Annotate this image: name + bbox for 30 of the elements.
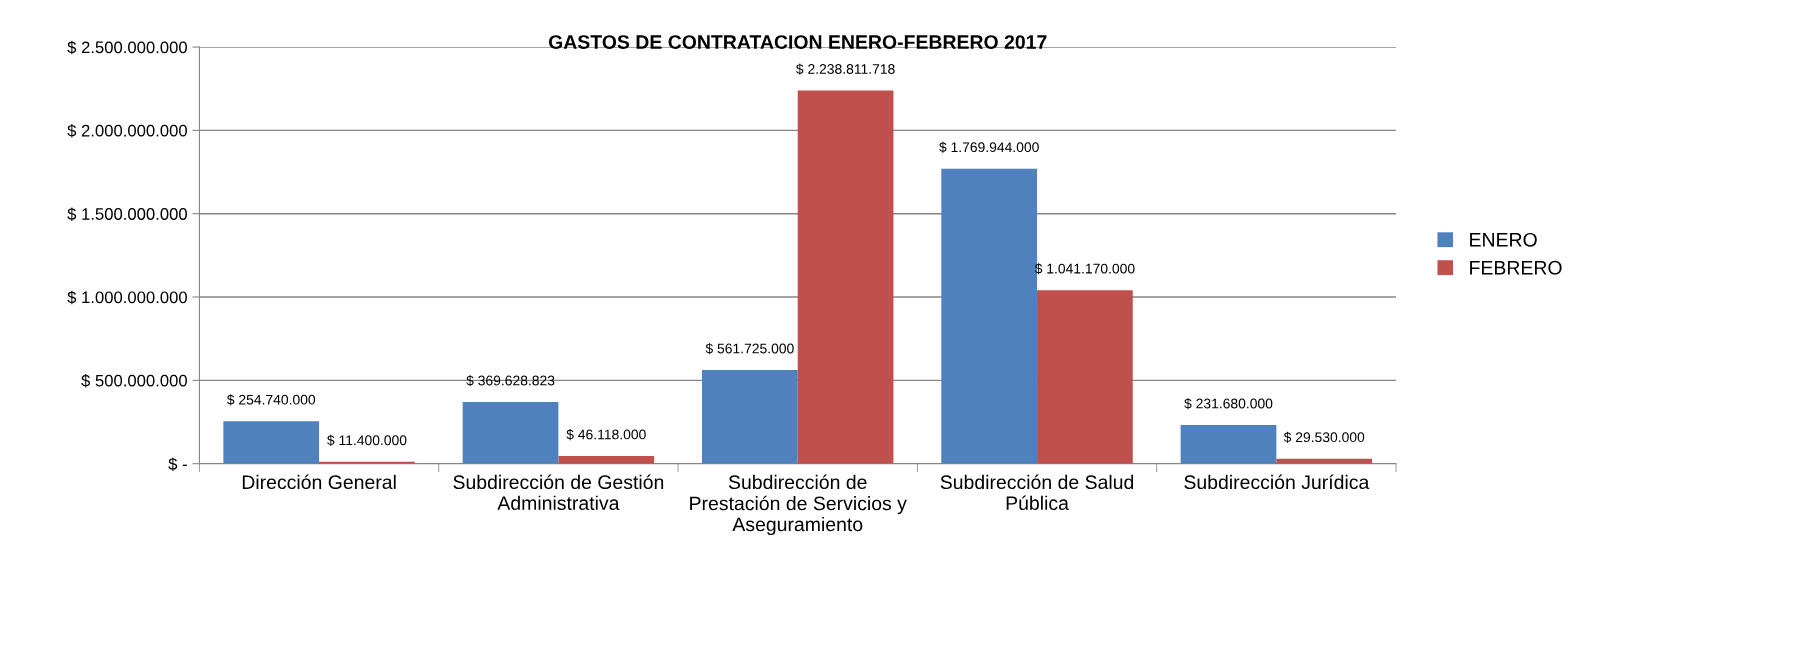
- chart-title: GASTOS DE CONTRATACION ENERO-FEBRERO 2017: [548, 35, 1047, 49]
- y-tick-label: $ 1.500.000.000: [67, 207, 187, 221]
- bar: [797, 90, 894, 464]
- y-tick-label: $ 2.500.000.000: [67, 40, 187, 55]
- y-tick-label: $ 500.000.000: [81, 374, 187, 388]
- data-label: $ 46.118.000: [566, 428, 646, 441]
- legend-label: ENERO: [1470, 232, 1537, 247]
- x-tick-label: Subdirección de Salud Pública: [940, 474, 1134, 511]
- data-label: $ 369.628.823: [466, 375, 555, 387]
- x-tick-label: Subdirección de Prestación de Servicios y Aseguramiento: [690, 474, 907, 536]
- data-label: $ 1.769.944.000: [939, 141, 1039, 153]
- y-tick-label: $ -: [168, 457, 187, 471]
- x-tick-label: Dirección General: [242, 474, 396, 490]
- x-tick-label: Subdirección Jurídica: [1184, 474, 1370, 490]
- x-tick-label: Subdirección de Gestión Administrativa: [453, 474, 664, 511]
- bar: [223, 421, 320, 464]
- data-label: $ 2.238.811.718: [796, 63, 895, 75]
- bar: [701, 370, 798, 464]
- data-label: $ 561.725.000: [705, 343, 794, 355]
- legend-label: FEBRERO: [1470, 260, 1562, 275]
- data-label: $ 231.680.000: [1184, 398, 1273, 410]
- bar: [1180, 425, 1277, 464]
- y-tick-label: $ 2.000.000.000: [67, 124, 187, 138]
- data-label: $ 11.400.000: [327, 434, 407, 446]
- bar: [1037, 290, 1133, 464]
- data-label: $ 254.740.000: [226, 394, 316, 406]
- bar: [462, 402, 559, 464]
- data-label: $ 29.530.000: [1283, 431, 1365, 443]
- y-tick-label: $ 1.000.000.000: [67, 290, 187, 305]
- bar: [558, 455, 655, 464]
